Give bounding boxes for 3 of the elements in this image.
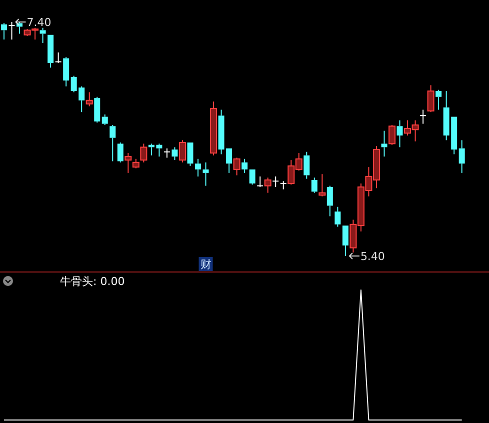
annotation: 5.40 [360,250,385,263]
chart-title: 牛骨头: 0.00 [60,275,125,288]
annotation: 7.40 [26,16,52,29]
